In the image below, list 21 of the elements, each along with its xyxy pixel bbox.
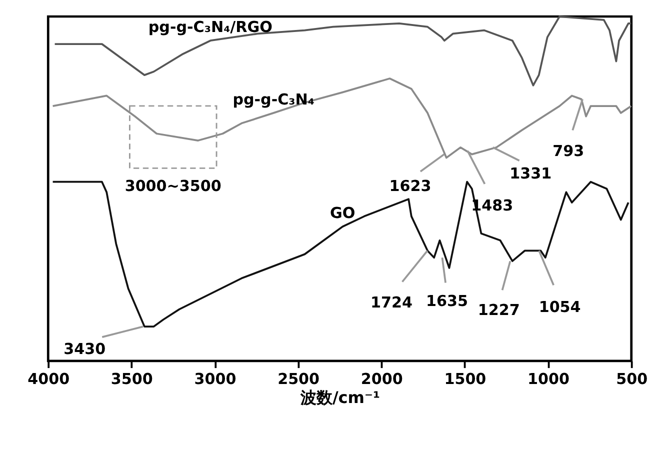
x-tick-label: 2000 xyxy=(360,370,403,388)
series-label: pg-g-C₃N₄ xyxy=(232,90,314,108)
annotation: 1724 xyxy=(370,293,413,312)
annotation: 1227 xyxy=(478,300,520,319)
x-tick-label: 4000 xyxy=(28,370,70,388)
x-tick-label: 3500 xyxy=(110,370,153,388)
x-tick-label: 1000 xyxy=(528,370,570,388)
x-tick-label: 1500 xyxy=(444,370,486,388)
annotation: 1054 xyxy=(538,298,581,316)
series-label: pg-g-C₃N₄/RGO xyxy=(148,18,273,36)
x-tick-label: 500 xyxy=(616,370,648,388)
x-tick-label: 3000 xyxy=(194,370,236,388)
annotation: 1635 xyxy=(426,292,468,310)
x-tick-label: 2500 xyxy=(278,370,320,388)
annotation: 793 xyxy=(552,142,584,160)
annotation: 3000~3500 xyxy=(124,176,222,195)
annotation: 1331 xyxy=(510,164,552,183)
annotation: 1623 xyxy=(389,177,432,196)
annotation: 3430 xyxy=(64,340,106,358)
series-label: GO xyxy=(330,204,356,222)
x-axis-title: 波数/cm⁻¹ xyxy=(299,388,380,407)
